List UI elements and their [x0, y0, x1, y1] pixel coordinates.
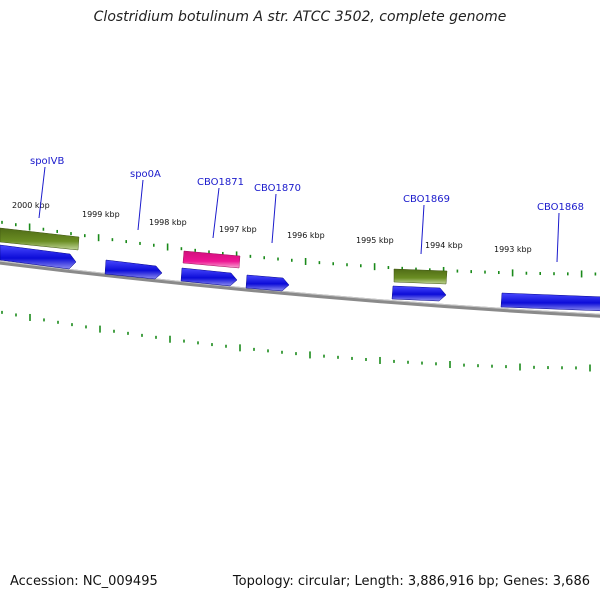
gene-label-CBO1868[interactable]: CBO1868 [537, 202, 584, 213]
genome-summary-text: Topology: circular; Length: 3,886,916 bp… [232, 574, 590, 589]
accession-text: Accession: NC_009495 [10, 574, 158, 589]
upper-tick-ring [1, 220, 597, 278]
position-label-1997: 1997 kbp [219, 225, 257, 234]
gene-CBO1868-feature[interactable] [500, 292, 600, 312]
gene-CBO1870-leader [271, 193, 277, 244]
gene-CBO1871-lower-feature[interactable] [180, 267, 238, 287]
map-title: Clostridium botulinum A str. ATCC 3502, … [93, 9, 507, 25]
position-label-1995: 1995 kbp [356, 236, 394, 245]
gene-label-CBO1869[interactable]: CBO1869 [403, 194, 450, 205]
gene-label-CBO1870[interactable]: CBO1870 [254, 183, 301, 194]
gene-CBO1869-feature[interactable] [393, 268, 448, 285]
position-label-1994: 1994 kbp [425, 241, 463, 250]
gene-label-spo0A[interactable]: spo0A [130, 169, 161, 180]
lower-tick-ring [1, 310, 591, 372]
gene-CBO1871-feature[interactable] [182, 250, 241, 269]
gene-CBO1869-leader [420, 204, 425, 255]
genome-backbone [0, 260, 600, 318]
gene-spoIVB-leader [38, 166, 46, 219]
genome-backbone-highlight [0, 260, 600, 315]
position-label-2000: 2000 kbp [12, 201, 50, 210]
gene-CBO1870-feature[interactable] [245, 274, 290, 292]
gene-label-CBO1871[interactable]: CBO1871 [197, 177, 244, 188]
position-label-1999: 1999 kbp [82, 210, 120, 219]
gene-spo0A-feature[interactable] [104, 259, 163, 280]
gene-spo0A-leader [137, 179, 144, 231]
position-label-1998: 1998 kbp [149, 218, 187, 227]
gene-CBO1871-leader [212, 187, 220, 239]
gene-unlabeled-feature[interactable] [0, 244, 77, 270]
position-label-1993: 1993 kbp [494, 245, 532, 254]
gene-spoIVB-feature[interactable] [0, 227, 80, 251]
gene-label-spoIVB[interactable]: spoIVB [30, 156, 64, 167]
position-label-1996: 1996 kbp [287, 231, 325, 240]
gene-CBO1869-lower-feature[interactable] [391, 285, 447, 302]
gene-CBO1868-leader [556, 212, 560, 263]
